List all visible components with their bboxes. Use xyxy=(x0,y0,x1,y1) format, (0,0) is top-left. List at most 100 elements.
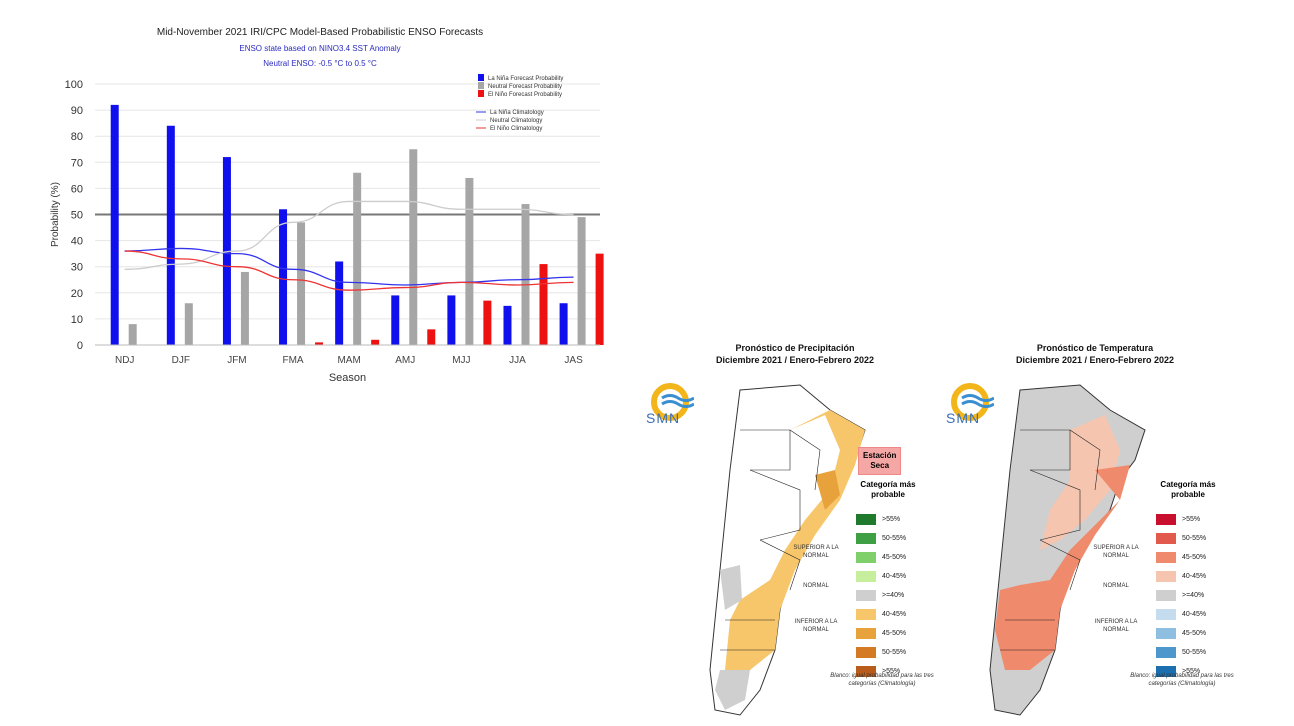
precip-title-line2: Diciembre 2021 / Enero-Febrero 2022 xyxy=(715,355,875,365)
legend-row: >55% xyxy=(856,664,900,678)
legend-row: 45-50% xyxy=(856,550,906,564)
precip-superior-label: SUPERIOR A LA NORMAL xyxy=(793,545,839,559)
legend-row: 40-45% xyxy=(1156,607,1206,621)
legend-swatch-label: 50-55% xyxy=(882,648,907,656)
legend-row: 50-55% xyxy=(856,531,906,545)
bar-el-fma xyxy=(315,342,324,345)
bar-el-amj xyxy=(427,329,436,345)
y-tick-label: 70 xyxy=(71,157,83,169)
y-tick-label: 0 xyxy=(77,340,83,352)
legend-row: >55% xyxy=(1156,512,1200,526)
legend-swatch xyxy=(478,82,484,89)
dry-season-label-2: Seca xyxy=(870,461,890,470)
legend-swatch xyxy=(1156,608,1176,620)
x-tick-label: FMA xyxy=(282,355,303,366)
legend-swatch xyxy=(1156,551,1176,563)
y-tick-label: 50 xyxy=(71,210,83,222)
bar-la-ndj xyxy=(110,104,119,345)
precip-map-panel: Pronóstico de Precipitación Diciembre 20… xyxy=(640,330,950,720)
legend-swatch-label: >55% xyxy=(1182,515,1201,523)
temp-legend-title-2: probable xyxy=(1171,490,1205,499)
y-tick-label: 40 xyxy=(71,236,83,248)
legend-swatch xyxy=(1156,665,1176,677)
temp-map xyxy=(989,384,1146,716)
legend-row: >55% xyxy=(856,512,900,526)
precip-legend-title: Categoría más probable xyxy=(848,480,928,500)
chart-subtitle-2: Neutral ENSO: -0.5 °C to 0.5 °C xyxy=(263,59,377,68)
legend-swatch-label: 40-45% xyxy=(1182,610,1207,618)
legend-swatch xyxy=(856,513,876,525)
legend-swatch-label: >=40% xyxy=(1182,591,1205,599)
y-tick-label: 30 xyxy=(71,262,83,274)
temp-inferior-label: INFERIOR A LA NORMAL xyxy=(1094,619,1138,633)
legend-swatch-label: 40-45% xyxy=(882,610,907,618)
bar-la-fma xyxy=(279,209,288,345)
temp-title-line1: Pronóstico de Temperatura xyxy=(1036,343,1154,353)
legend-row: 50-55% xyxy=(1156,531,1206,545)
legend-swatch-label: >55% xyxy=(882,667,901,675)
x-tick-label: JFM xyxy=(227,355,246,366)
legend-row: 45-50% xyxy=(1156,550,1206,564)
bar-la-djf xyxy=(166,125,175,345)
bar-el-mjj xyxy=(483,300,492,345)
bar-el-jas xyxy=(595,253,604,345)
precip-inferior-label: INFERIOR A LA NORMAL xyxy=(794,619,838,633)
x-axis-label: Season xyxy=(329,372,366,384)
bar-el-mam xyxy=(371,339,380,345)
legend-swatch xyxy=(856,646,876,658)
precip-normal-label: NORMAL xyxy=(803,583,829,589)
precip-footnote: Blanco: igual probabilidad para las tres… xyxy=(830,673,934,687)
legend-swatch xyxy=(856,532,876,544)
temp-title-line2: Diciembre 2021 / Enero-Febrero 2022 xyxy=(1015,355,1175,365)
legend-row: 45-50% xyxy=(1156,626,1206,640)
legend-row: 50-55% xyxy=(1156,645,1206,659)
legend-label: Neutral Climatology xyxy=(490,118,542,124)
x-tick-label: JAS xyxy=(564,355,583,366)
y-tick-label: 20 xyxy=(71,288,83,300)
dry-season-label-1: Estación xyxy=(863,451,897,460)
legend-swatch-label: >55% xyxy=(1182,667,1201,675)
x-tick-label: AMJ xyxy=(395,355,415,366)
temp-footnote: Blanco: igual probabilidad para las tres… xyxy=(1130,673,1234,687)
climatology-line xyxy=(124,250,574,291)
legend-swatch xyxy=(478,74,484,81)
bar-neutral-mam xyxy=(353,172,362,345)
legend-swatch-label: 50-55% xyxy=(882,534,907,542)
legend-label: El Niño Climatology xyxy=(490,126,542,132)
legend-swatch-label: >=40% xyxy=(882,591,905,599)
x-tick-label: MAM xyxy=(337,355,360,366)
bar-neutral-fma xyxy=(297,222,306,345)
smn-logo-icon xyxy=(651,383,694,421)
legend-row: 40-45% xyxy=(856,569,906,583)
bar-neutral-jja xyxy=(521,204,530,345)
bar-neutral-jas xyxy=(577,217,586,345)
temp-legend-title: Categoría más probable xyxy=(1148,480,1228,500)
legend-row: 40-45% xyxy=(856,607,906,621)
x-tick-label: MJJ xyxy=(452,355,470,366)
legend-swatch-label: 50-55% xyxy=(1182,648,1207,656)
legend-swatch xyxy=(1156,646,1176,658)
enso-forecast-chart: 0 10 20 30 40 50 60 70 80 90 100 NDJ DJF JFM FMA MAM AMJ… xyxy=(50,74,604,384)
legend-swatch xyxy=(478,90,484,97)
bar-neutral-ndj xyxy=(128,324,137,345)
legend-row: >55% xyxy=(1156,664,1200,678)
precip-legend-title-2: probable xyxy=(871,490,905,499)
smn-logo-text: SMN xyxy=(946,410,981,426)
precip-legend-title-1: Categoría más xyxy=(860,480,916,489)
y-tick-label: 60 xyxy=(71,183,83,195)
smn-logo-icon xyxy=(951,383,994,421)
legend-row: >=40% xyxy=(856,588,904,602)
bar-la-jfm xyxy=(222,157,231,345)
smn-logo-text: SMN xyxy=(646,410,681,426)
y-tick-label: 90 xyxy=(71,105,83,117)
legend-label: Neutral Forecast Probability xyxy=(488,84,562,90)
legend-swatch xyxy=(856,608,876,620)
temp-legend-title-1: Categoría más xyxy=(1160,480,1216,489)
legend-row: 45-50% xyxy=(856,626,906,640)
bar-la-jja xyxy=(503,305,512,345)
y-axis-label: Probability (%) xyxy=(50,182,61,247)
legend-swatch-label: 45-50% xyxy=(882,553,907,561)
precip-title-line1: Pronóstico de Precipitación xyxy=(735,343,855,353)
temp-normal-label: NORMAL xyxy=(1103,583,1129,589)
legend-swatch-label: 40-45% xyxy=(1182,572,1207,580)
